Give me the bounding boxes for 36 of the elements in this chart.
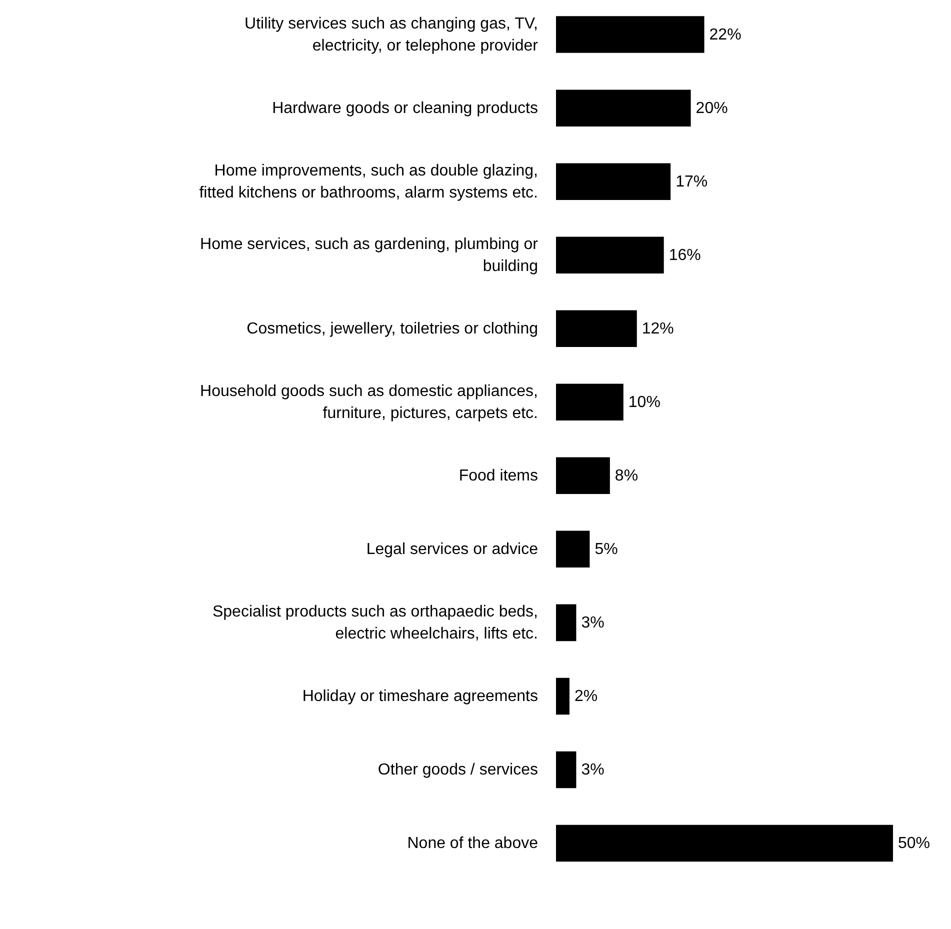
bar: [556, 457, 610, 494]
y-tick-label: None of the above: [407, 835, 538, 852]
bar: [556, 678, 570, 715]
bar: [556, 236, 664, 274]
data-label: 2%: [574, 688, 598, 706]
bar: [556, 16, 704, 53]
y-tick-label: Home improvements, such as double glazing, fitted kitchens or bathrooms, alarm systems etc.: [199, 162, 538, 202]
data-label: 12%: [642, 320, 674, 338]
data-label: 3%: [581, 614, 604, 632]
bar: [556, 751, 576, 788]
y-tick-label: Household goods such as domestic appliances, furniture, pictures, carpets etc.: [200, 383, 538, 422]
y-tick-label: Holiday or timeshare agreements: [302, 688, 538, 706]
data-label: 10%: [628, 394, 660, 412]
bar: [556, 310, 637, 347]
bar: [556, 384, 624, 421]
data-label: 3%: [581, 762, 604, 779]
data-label: 50%: [898, 835, 930, 852]
bar: [556, 604, 576, 642]
data-label: 20%: [696, 100, 728, 118]
data-label: 22%: [709, 26, 742, 44]
bar: [556, 90, 691, 126]
bar: [556, 530, 590, 568]
y-tick-label: Cosmetics, jewellery, toiletries or clothing: [246, 320, 538, 338]
y-tick-label: Legal services or advice: [366, 541, 538, 558]
bar: [556, 824, 893, 862]
y-tick-label: Hardware goods or cleaning products: [272, 100, 538, 118]
data-label: 16%: [668, 247, 701, 264]
y-tick-label: Specialist products such as orthapaedic beds, electric wheelchairs, lifts etc.: [212, 604, 538, 643]
data-label: 8%: [614, 468, 638, 485]
bar: [556, 163, 671, 200]
data-label: 5%: [594, 541, 618, 558]
y-tick-label: Food items: [458, 468, 538, 485]
y-tick-label: Other goods / services: [378, 762, 538, 779]
y-tick-label: Utility services such as changing gas, TV, electricity, or telephone provider: [244, 16, 539, 55]
data-label: 17%: [676, 174, 708, 191]
y-tick-label: Home services, such as gardening, plumbing or building: [200, 236, 539, 276]
